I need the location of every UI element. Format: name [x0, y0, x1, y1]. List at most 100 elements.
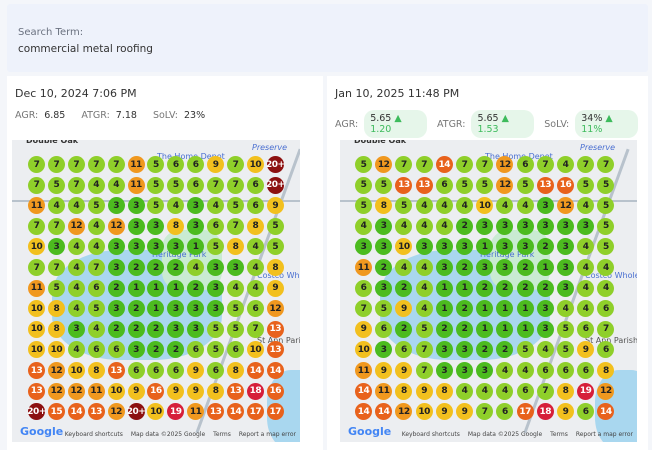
rank-pin[interactable]: 10 [355, 341, 372, 359]
rank-pin[interactable]: 4 [107, 176, 125, 194]
rank-pin[interactable]: 8 [375, 197, 393, 215]
rank-pin[interactable]: 11 [28, 279, 45, 297]
rank-pin[interactable]: 8 [47, 300, 65, 318]
rank-pin[interactable]: 3 [557, 279, 574, 297]
rank-pin[interactable]: 11 [87, 382, 105, 400]
terms-link[interactable]: Terms [550, 431, 568, 438]
rank-pin[interactable]: 7 [355, 300, 372, 318]
rank-pin[interactable]: 4 [516, 197, 534, 215]
rank-pin[interactable]: 4 [207, 197, 225, 215]
rank-pin[interactable]: 7 [415, 156, 433, 173]
rank-pin[interactable]: 5 [355, 176, 372, 194]
rank-pin[interactable]: 4 [87, 320, 105, 338]
rank-pin[interactable]: 4 [435, 217, 453, 235]
rank-pin[interactable]: 7 [28, 176, 45, 194]
rank-pin[interactable]: 4 [246, 259, 264, 276]
rank-pin[interactable]: 6 [536, 362, 554, 379]
rank-pin[interactable]: 17 [246, 403, 264, 421]
rank-pin[interactable]: 2 [187, 279, 205, 297]
rank-pin[interactable]: 9 [355, 320, 372, 338]
rank-pin[interactable]: 12 [375, 156, 393, 173]
rank-pin[interactable]: 14 [355, 403, 372, 421]
rank-pin[interactable]: 4 [87, 176, 105, 194]
rank-pin[interactable]: 10 [28, 238, 45, 256]
rank-pin[interactable]: 8 [227, 362, 244, 379]
rank-pin[interactable]: 12 [107, 217, 125, 235]
rank-pin[interactable]: 3 [67, 320, 85, 338]
rank-pin[interactable]: 3 [557, 217, 574, 235]
rank-pin[interactable]: 3 [476, 259, 494, 276]
rank-pin[interactable]: 9 [375, 362, 393, 379]
rank-pin[interactable]: 2 [395, 279, 413, 297]
rank-pin[interactable]: 8 [597, 362, 615, 379]
rank-pin[interactable]: 13 [87, 403, 105, 421]
rank-pin[interactable]: 7 [597, 156, 615, 173]
rank-pin[interactable]: 13 [415, 176, 433, 194]
rank-pin[interactable]: 12 [47, 362, 65, 379]
rank-pin[interactable]: 7 [107, 156, 125, 173]
rank-pin[interactable]: 2 [476, 341, 494, 359]
rank-pin[interactable]: 2 [147, 259, 165, 276]
rank-pin[interactable]: 5 [147, 176, 165, 194]
rank-pin[interactable]: 12 [67, 217, 85, 235]
rank-pin[interactable]: 2 [167, 259, 185, 276]
rank-pin[interactable]: 13 [28, 362, 45, 379]
rank-pin[interactable]: 3 [127, 341, 145, 359]
rank-pin[interactable]: 11 [375, 382, 393, 400]
rank-pin[interactable]: 3 [187, 217, 205, 235]
rank-pin[interactable]: 6 [187, 176, 205, 194]
rank-pin[interactable]: 3 [456, 238, 473, 256]
rank-pin[interactable]: 2 [536, 279, 554, 297]
rank-pin[interactable]: 13 [28, 382, 45, 400]
rank-pin[interactable]: 10 [476, 197, 494, 215]
rank-pin[interactable]: 3 [107, 197, 125, 215]
rank-pin[interactable]: 3 [127, 217, 145, 235]
rank-pin[interactable]: 13 [107, 362, 125, 379]
rank-pin[interactable]: 4 [167, 197, 185, 215]
rank-pin[interactable]: 5 [147, 197, 165, 215]
rank-pin[interactable]: 5 [597, 197, 615, 215]
rank-pin[interactable]: 3 [147, 238, 165, 256]
rank-pin[interactable]: 19 [577, 382, 595, 400]
rank-pin[interactable]: 3 [127, 197, 145, 215]
rank-pin[interactable]: 12 [597, 382, 615, 400]
rank-pin[interactable]: 3 [207, 300, 225, 318]
rank-pin[interactable]: 3 [536, 197, 554, 215]
rank-pin[interactable]: 7 [28, 217, 45, 235]
rank-pin[interactable]: 8 [47, 320, 65, 338]
rank-pin[interactable]: 5 [375, 176, 393, 194]
rank-pin[interactable]: 13 [266, 320, 284, 338]
rank-pin[interactable]: 14 [375, 403, 393, 421]
rank-pin[interactable]: 4 [67, 341, 85, 359]
rank-pin[interactable]: 4 [246, 238, 264, 256]
rank-pin[interactable]: 3 [167, 238, 185, 256]
rank-pin[interactable]: 9 [456, 403, 473, 421]
rank-pin[interactable]: 6 [187, 156, 205, 173]
rank-pin[interactable]: 5 [375, 300, 393, 318]
rank-pin[interactable]: 16 [266, 382, 284, 400]
rank-pin[interactable]: 7 [67, 176, 85, 194]
rank-pin[interactable]: 9 [187, 362, 205, 379]
rank-pin[interactable]: 4 [355, 217, 372, 235]
rank-pin[interactable]: 4 [456, 382, 473, 400]
rank-pin[interactable]: 11 [355, 259, 372, 276]
rank-pin[interactable]: 13 [207, 403, 225, 421]
rank-pin[interactable]: 5 [456, 176, 473, 194]
rank-pin[interactable]: 6 [246, 300, 264, 318]
rank-pin[interactable]: 2 [127, 300, 145, 318]
rank-pin[interactable]: 6 [227, 341, 244, 359]
rank-pin[interactable]: 6 [516, 382, 534, 400]
rank-pin[interactable]: 3 [577, 217, 595, 235]
rank-pin[interactable]: 1 [167, 279, 185, 297]
rank-pin[interactable]: 1 [476, 320, 494, 338]
rank-grid-map[interactable]: Double Oak The Home Depot Preserve Herit… [12, 140, 300, 442]
rank-pin[interactable]: 10 [395, 238, 413, 256]
rank-pin[interactable]: 3 [227, 259, 244, 276]
rank-pin[interactable]: 11 [127, 156, 145, 173]
rank-pin[interactable]: 14 [435, 156, 453, 173]
rank-pin[interactable]: 4 [227, 279, 244, 297]
rank-pin[interactable]: 18 [246, 382, 264, 400]
rank-pin[interactable]: 3 [187, 320, 205, 338]
rank-pin[interactable]: 3 [496, 238, 514, 256]
rank-pin[interactable]: 11 [28, 197, 45, 215]
